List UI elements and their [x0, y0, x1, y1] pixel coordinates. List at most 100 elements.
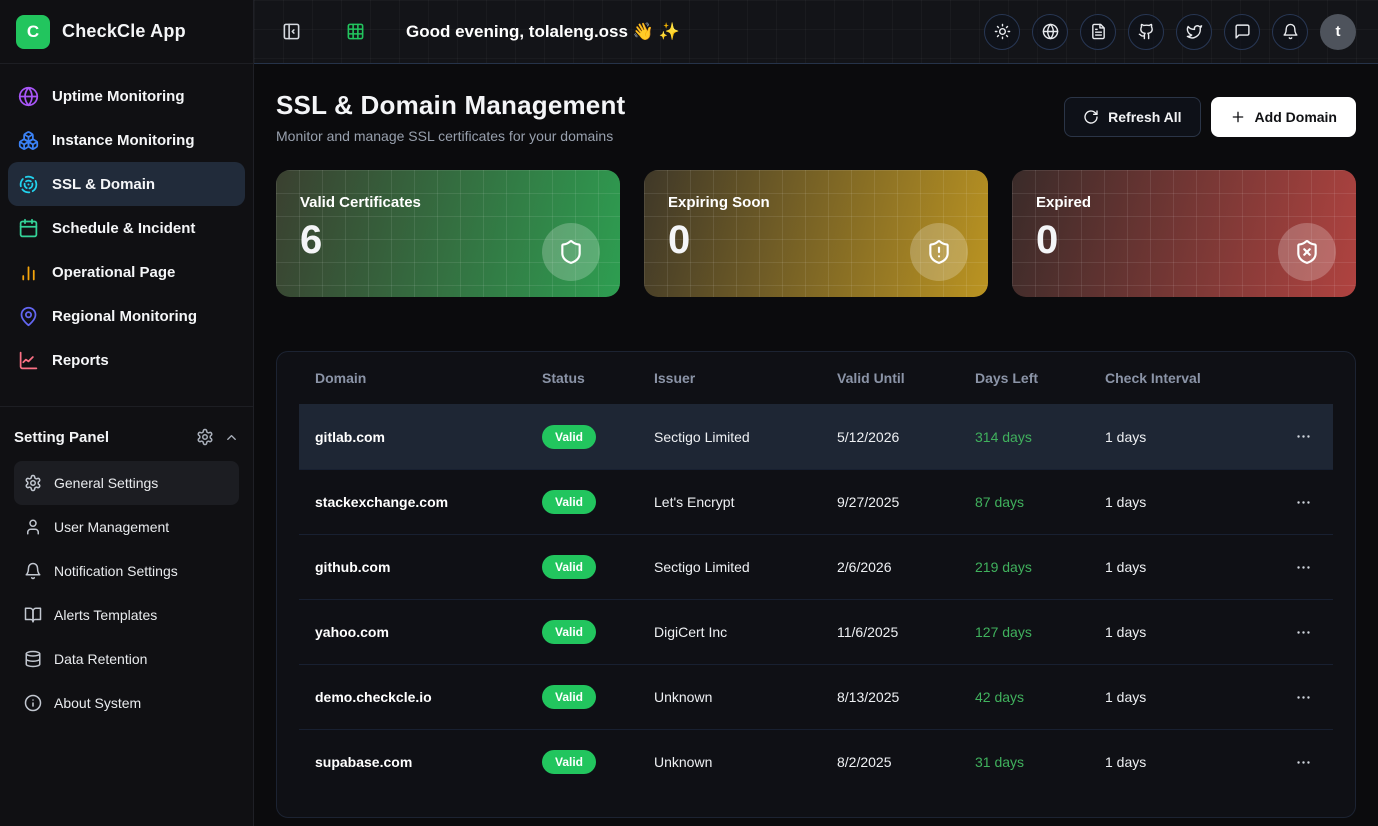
table-row[interactable]: github.com Valid Sectigo Limited 2/6/202…	[299, 534, 1333, 599]
settings-panel-header[interactable]: Setting Panel	[14, 415, 239, 459]
page-header-text: SSL & Domain Management Monitor and mana…	[276, 90, 625, 144]
row-actions-button[interactable]	[1289, 423, 1317, 451]
stat-icon-circle	[910, 223, 968, 281]
add-domain-button[interactable]: Add Domain	[1210, 97, 1356, 137]
grid-button[interactable]	[340, 17, 370, 47]
settings-item-alerts-templates[interactable]: Alerts Templates	[14, 593, 239, 637]
column-header-days-left: Days Left	[975, 370, 1039, 386]
cell-valid-until: 9/27/2025	[837, 494, 900, 510]
row-actions-button[interactable]	[1289, 488, 1317, 516]
cell-issuer: Unknown	[654, 754, 713, 770]
row-actions-button[interactable]	[1289, 618, 1317, 646]
table-row[interactable]: yahoo.com Valid DigiCert Inc 11/6/2025 1…	[299, 599, 1333, 664]
status-badge: Valid	[542, 555, 597, 579]
status-badge: Valid	[542, 490, 597, 514]
settings-panel-section: Setting Panel General Settings User Mana…	[0, 406, 253, 725]
sidebar-nav: Uptime Monitoring Instance Monitoring SS…	[0, 64, 253, 382]
sidebar-item-label: Operational Page	[52, 263, 176, 281]
row-actions-button[interactable]	[1289, 683, 1317, 711]
database-icon	[24, 650, 42, 668]
row-actions-button[interactable]	[1289, 748, 1317, 776]
stat-icon-circle	[542, 223, 600, 281]
stat-card-expiring-soon: Expiring Soon 0	[644, 170, 988, 297]
page-title: SSL & Domain Management	[276, 90, 626, 120]
header-actions: Refresh All Add Domain	[1064, 97, 1356, 137]
sidebar-item-label: Reports	[52, 351, 109, 369]
settings-panel-title: Setting Panel	[14, 428, 110, 446]
grid-icon	[346, 22, 365, 41]
stat-label: Expiring Soon	[668, 194, 770, 211]
map-pin-icon	[18, 306, 39, 327]
twitter-icon	[1186, 23, 1203, 40]
table-header-row: Domain Status Issuer Valid Until Days Le…	[299, 352, 1333, 404]
user-avatar[interactable]: t	[1320, 13, 1356, 50]
refresh-all-label: Refresh All	[1108, 109, 1182, 125]
user-icon	[24, 518, 42, 536]
table-row[interactable]: stackexchange.com Valid Let's Encrypt 9/…	[299, 469, 1333, 534]
sun-button[interactable]	[984, 13, 1020, 50]
github-button[interactable]	[1128, 13, 1164, 50]
sidebar-item-instance-monitoring[interactable]: Instance Monitoring	[8, 118, 245, 162]
bell-button[interactable]	[1272, 13, 1308, 50]
globe2-button[interactable]	[1032, 13, 1068, 50]
github-icon	[1138, 23, 1155, 40]
greeting-text: Good evening, tolaleng.oss 👋 ✨	[406, 21, 680, 41]
app-title: CheckCle App	[62, 21, 186, 41]
twitter-button[interactable]	[1176, 13, 1212, 50]
settings-item-notification-settings[interactable]: Notification Settings	[14, 549, 239, 593]
column-header-check-interval: Check Interval	[1105, 370, 1201, 386]
status-badge: Valid	[542, 685, 597, 709]
file-text-icon	[1090, 23, 1107, 40]
panel-left-button[interactable]	[276, 17, 306, 47]
app-logo-row: C CheckCle App	[0, 0, 253, 64]
cell-days-left: 127 days	[975, 624, 1032, 640]
settings-item-label: Alerts Templates	[54, 607, 158, 623]
line-chart-icon	[18, 350, 39, 371]
cell-domain: stackexchange.com	[315, 494, 449, 510]
refresh-all-button[interactable]: Refresh All	[1064, 97, 1201, 137]
page-subtitle: Monitor and manage SSL certificates for …	[276, 128, 614, 144]
settings-item-data-retention[interactable]: Data Retention	[14, 637, 239, 681]
column-header-valid-until: Valid Until	[837, 370, 905, 386]
sidebar-item-uptime-monitoring[interactable]: Uptime Monitoring	[8, 74, 245, 118]
status-badge: Valid	[542, 620, 597, 644]
bar-chart-icon	[18, 262, 39, 283]
file-text-button[interactable]	[1080, 13, 1116, 50]
refresh-icon	[1083, 109, 1099, 125]
settings-item-label: Data Retention	[54, 651, 148, 667]
page-header: SSL & Domain Management Monitor and mana…	[276, 90, 1356, 144]
sidebar-item-regional-monitoring[interactable]: Regional Monitoring	[8, 294, 245, 338]
sidebar-item-reports[interactable]: Reports	[8, 338, 245, 382]
table-row[interactable]: demo.checkcle.io Valid Unknown 8/13/2025…	[299, 664, 1333, 729]
table-body: gitlab.com Valid Sectigo Limited 5/12/20…	[299, 404, 1333, 794]
table-row[interactable]: gitlab.com Valid Sectigo Limited 5/12/20…	[299, 404, 1333, 469]
settings-item-about-system[interactable]: About System	[14, 681, 239, 725]
sidebar-item-schedule-incident[interactable]: Schedule & Incident	[8, 206, 245, 250]
message-button[interactable]	[1224, 13, 1260, 50]
table-row[interactable]: supabase.com Valid Unknown 8/2/2025 31 d…	[299, 729, 1333, 794]
cell-domain: supabase.com	[315, 754, 413, 770]
sidebar-item-label: Uptime Monitoring	[52, 87, 185, 105]
row-actions-button[interactable]	[1289, 553, 1317, 581]
message-icon	[1234, 23, 1251, 40]
chevron-up-icon[interactable]	[224, 430, 239, 445]
settings-item-general-settings[interactable]: General Settings	[14, 461, 239, 505]
gear-icon[interactable]	[196, 428, 214, 446]
cell-domain: gitlab.com	[315, 428, 386, 445]
sidebar-item-operational-page[interactable]: Operational Page	[8, 250, 245, 294]
cell-check-interval: 1 days	[1105, 754, 1147, 770]
settings-item-label: Notification Settings	[54, 563, 178, 579]
ellipsis-icon	[1295, 494, 1312, 511]
info-icon	[24, 694, 42, 712]
globe2-icon	[1042, 23, 1059, 40]
sidebar-item-ssl-domain[interactable]: SSL & Domain	[8, 162, 245, 206]
cell-status: Valid	[542, 555, 654, 579]
stats-row: Valid Certificates 6 Expiring Soon 0 Exp…	[276, 170, 1356, 297]
cell-domain: github.com	[315, 559, 391, 575]
shield-alert-icon	[926, 239, 952, 265]
sidebar-item-label: Schedule & Incident	[52, 219, 196, 237]
shield-x-icon	[1294, 239, 1320, 265]
cell-days-left: 31 days	[975, 754, 1025, 770]
settings-item-user-management[interactable]: User Management	[14, 505, 239, 549]
